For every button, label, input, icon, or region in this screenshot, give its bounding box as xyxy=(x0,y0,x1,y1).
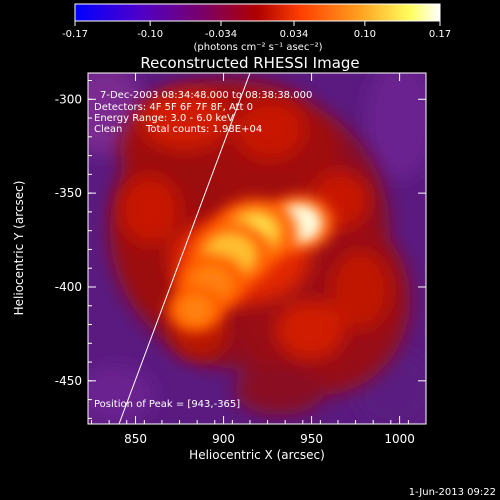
peak-position: Position of Peak = [943,-365] xyxy=(94,399,240,410)
x-tick-label: 850 xyxy=(124,432,147,446)
y-tick-label: -300 xyxy=(55,92,82,106)
x-tick-label: 900 xyxy=(212,432,235,446)
heatmap-image xyxy=(88,73,426,424)
plot-frame xyxy=(87,72,427,425)
info-energy: Energy Range: 3.0 - 6.0 keV xyxy=(94,113,234,124)
colorbar-tick-label: 0.10 xyxy=(354,29,376,40)
heatmap-sources xyxy=(167,194,335,333)
chart-title: Reconstructed RHESSI Image xyxy=(140,54,359,72)
info-counts: Total counts: 1.98E+04 xyxy=(145,124,262,135)
colorbar-tick-label: 0.17 xyxy=(429,29,451,40)
timestamp: 1-Jun-2013 09:22 xyxy=(409,487,496,498)
y-tick-label: -400 xyxy=(55,280,82,294)
colorbar-tick-label: -0.034 xyxy=(205,29,237,40)
y-tick-label: -350 xyxy=(55,186,82,200)
info-clean: Clean xyxy=(94,124,122,135)
colorbar-tick-label: 0.034 xyxy=(280,29,309,40)
colorbar-units: (photons cm⁻² s⁻¹ asec⁻²) xyxy=(193,42,322,53)
solar-limb-line xyxy=(118,73,251,424)
colorbar-tick-label: -0.10 xyxy=(137,29,163,40)
info-detectors: Detectors: 4F 5F 6F 7F 8F, Att 0 xyxy=(94,102,253,113)
info-time-range: 7-Dec-2003 08:34:48.000 to 08:38:38.000 xyxy=(100,90,312,101)
x-tick-label: 950 xyxy=(300,432,323,446)
axes: 850 900 950 1000 -300 -350 -400 -450 xyxy=(55,73,427,446)
y-axis-label: Heliocentric Y (arcsec) xyxy=(12,181,26,316)
colorbar-ticks: -0.17 -0.10 -0.034 0.034 0.10 0.17 xyxy=(62,21,451,40)
colorbar-tick-label: -0.17 xyxy=(62,29,88,40)
y-tick-label: -450 xyxy=(55,374,82,388)
source-peak xyxy=(185,301,206,318)
x-axis-label: Heliocentric X (arcsec) xyxy=(189,448,325,462)
colorbar xyxy=(74,3,441,22)
x-tick-label: 1000 xyxy=(384,432,415,446)
